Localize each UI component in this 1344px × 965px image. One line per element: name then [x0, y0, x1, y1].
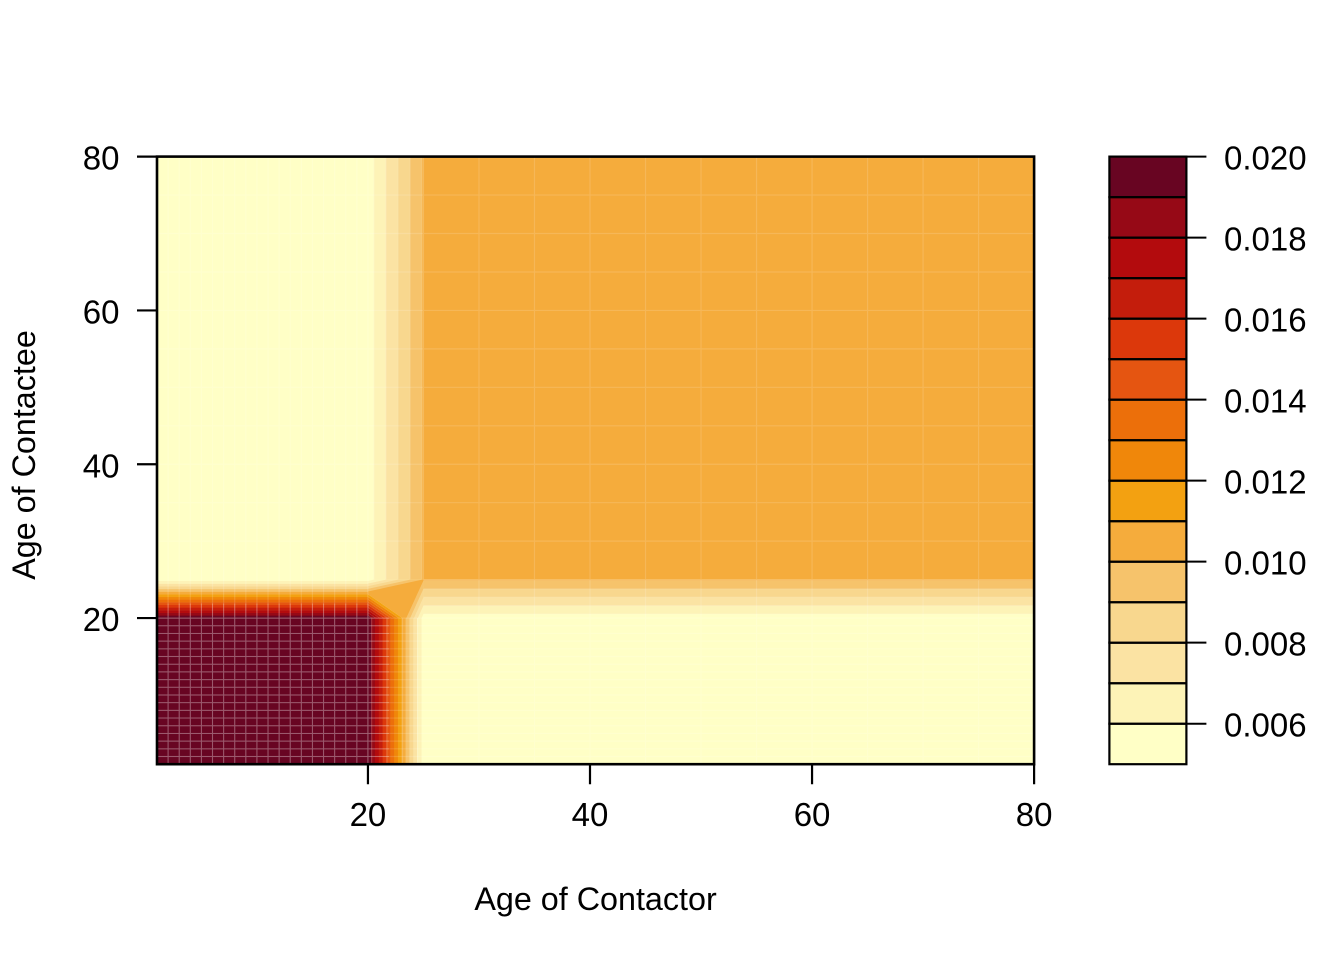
svg-text:20: 20 [350, 796, 387, 833]
svg-text:80: 80 [1016, 796, 1053, 833]
svg-text:20: 20 [83, 601, 120, 638]
svg-text:40: 40 [572, 796, 609, 833]
svg-text:0.020: 0.020 [1224, 139, 1307, 176]
svg-text:40: 40 [83, 447, 120, 484]
svg-text:0.008: 0.008 [1224, 625, 1307, 662]
svg-text:80: 80 [83, 140, 120, 177]
svg-text:60: 60 [794, 796, 831, 833]
svg-text:0.006: 0.006 [1224, 706, 1307, 743]
svg-text:0.018: 0.018 [1224, 220, 1307, 257]
svg-text:0.016: 0.016 [1224, 301, 1307, 338]
svg-text:Age of Contactor: Age of Contactor [474, 881, 717, 917]
svg-text:60: 60 [83, 293, 120, 330]
svg-text:0.014: 0.014 [1224, 382, 1307, 419]
svg-text:0.012: 0.012 [1224, 463, 1307, 500]
svg-text:Age of Contactee: Age of Contactee [6, 330, 42, 580]
svg-text:0.010: 0.010 [1224, 544, 1307, 581]
